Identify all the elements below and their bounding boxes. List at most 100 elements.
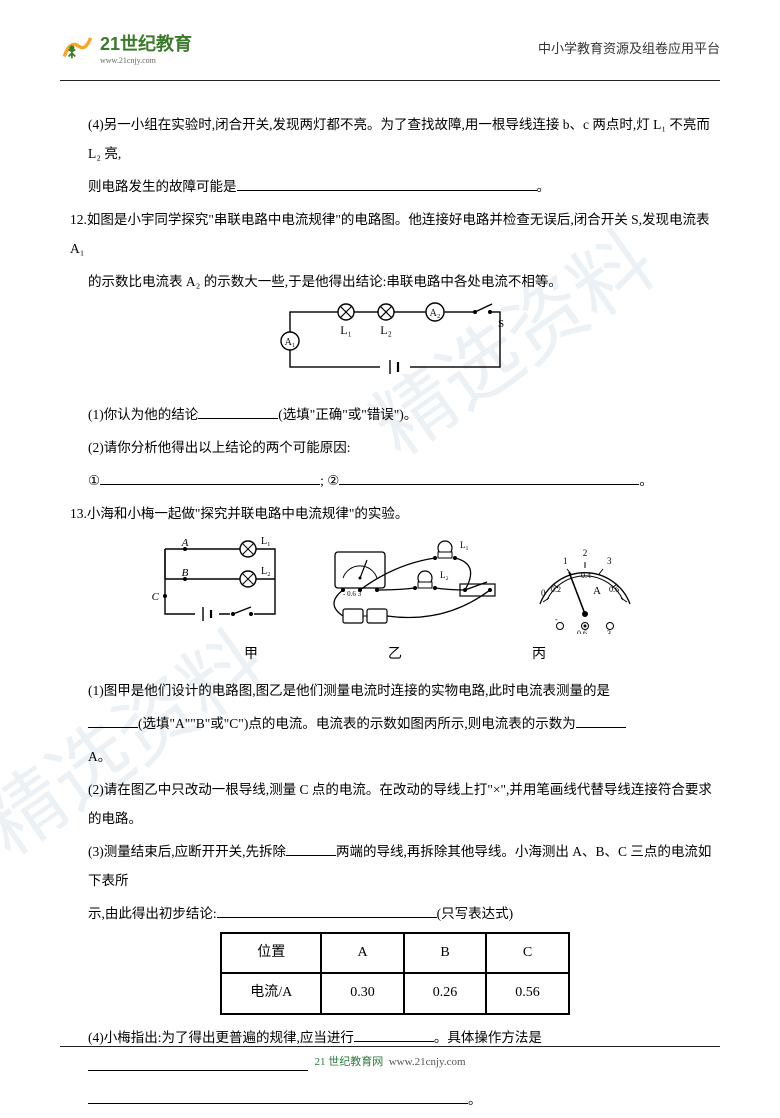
- circuit-series-icon: A₂ S A₁ L₁ L₂: [280, 302, 510, 382]
- q12: 12.如图是小宇同学探究"串联电路中电流规律"的电路图。他连接好电路并检查无误后…: [70, 205, 720, 263]
- td-label: 电流/A: [221, 973, 321, 1013]
- q13-3: (3)测量结束后,应断开开关,先拆除两端的导线,再拆除其他导线。小海测出 A、B…: [70, 837, 720, 895]
- page-header: 21世纪教育 www.21cnjy.com 中小学教育资源及组卷应用平台: [60, 30, 720, 65]
- q11-4-text: (4)另一小组在实验时,闭合开关,发现两灯都不亮。为了查找故障,用一根导线连接 …: [88, 117, 710, 161]
- ammeter-dial-icon: 0 1 2 3 0.2 0.4 0.6 A - 0.6 3: [525, 534, 645, 634]
- blank: [217, 905, 437, 919]
- blank: [354, 1028, 434, 1042]
- svg-text:2: 2: [583, 548, 588, 558]
- q12-2-1: ①: [88, 473, 100, 488]
- q13-1b: (选填"A""B"或"C")点的电流。电流表的示数如图丙所示,则电流表的示数为: [70, 709, 720, 738]
- q13-2: (2)请在图乙中只改动一根导线,测量 C 点的电流。在改动的导线上打"×",并用…: [70, 775, 720, 833]
- q11-4b-text: 则电路发生的故障可能是: [88, 179, 237, 194]
- blank: [237, 178, 537, 192]
- blank: [576, 715, 626, 729]
- svg-text:0.4: 0.4: [581, 571, 591, 580]
- logo-sub: www.21cnjy.com: [100, 56, 192, 65]
- label-bing: 丙: [532, 640, 546, 670]
- logo: 21世纪教育 www.21cnjy.com: [60, 30, 192, 65]
- svg-text:-: -: [555, 615, 558, 624]
- q13-3a-text: (3)测量结束后,应断开开关,先拆除: [88, 844, 286, 859]
- figure-q13: A B C L₁ L₂: [70, 534, 720, 634]
- q13-2-text: (2)请在图乙中只改动一根导线,测量 C 点的电流。在改动的导线上打"×",并用…: [88, 782, 712, 826]
- svg-text:A: A: [593, 585, 601, 597]
- svg-text:3: 3: [607, 556, 612, 566]
- svg-text:B: B: [182, 567, 189, 579]
- th-pos: 位置: [221, 933, 321, 973]
- header-rule: [60, 80, 720, 81]
- q12-2-3: 。: [639, 473, 653, 488]
- q12-2-blanks: ① ; ② 。: [70, 466, 720, 495]
- svg-text:L₁: L₁: [340, 323, 352, 337]
- q12-2: (2)请你分析他得出以上结论的两个可能原因:: [70, 433, 720, 462]
- footer-url: www.21cnjy.com: [389, 1056, 466, 1068]
- td-b: 0.26: [404, 973, 487, 1013]
- label-yi: 乙: [388, 640, 402, 670]
- q12-stem: 12.如图是小宇同学探究"串联电路中电流规律"的电路图。他连接好电路并检查无误后…: [70, 212, 710, 256]
- svg-text:0.6: 0.6: [577, 629, 587, 634]
- q13-4a-text: (4)小梅指出:为了得出更普遍的规律,应当进行: [88, 1030, 354, 1045]
- page-footer: 21 世纪教育网 www.21cnjy.com: [0, 1053, 780, 1069]
- q13-3c: 示,由此得出初步结论: (只写表达式): [70, 899, 720, 928]
- blank: [286, 843, 336, 857]
- q11-4: (4)另一小组在实验时,闭合开关,发现两灯都不亮。为了查找故障,用一根导线连接 …: [70, 110, 720, 168]
- svg-text:1: 1: [563, 556, 568, 566]
- blank: [88, 715, 138, 729]
- logo-text: 21世纪教育 www.21cnjy.com: [100, 30, 192, 65]
- q12-2-2: ; ②: [320, 473, 339, 488]
- td-a: 0.30: [321, 973, 404, 1013]
- svg-text:L₂: L₂: [440, 570, 449, 580]
- svg-text:0.6: 0.6: [609, 585, 619, 594]
- q12-stem2: 的示数比电流表 A₂ 的示数大一些,于是他得出结论:串联电路中各处电流不相等。: [88, 274, 562, 289]
- svg-text:0.2: 0.2: [551, 585, 561, 594]
- q12-1b-text: (选填"正确"或"错误")。: [278, 407, 417, 422]
- q13-4c-text: 。: [468, 1092, 482, 1107]
- svg-text:C: C: [152, 591, 160, 603]
- header-tagline: 中小学教育资源及组卷应用平台: [538, 38, 720, 57]
- content: (4)另一小组在实验时,闭合开关,发现两灯都不亮。为了查找故障,用一根导线连接 …: [70, 110, 720, 1118]
- svg-text:L₂: L₂: [380, 323, 392, 337]
- q13-4: (4)小梅指出:为了得出更普遍的规律,应当进行 。具体操作方法是: [70, 1023, 720, 1081]
- svg-text:0: 0: [541, 588, 546, 598]
- circuit-wiring-icon: - 0.6 3 L₁ L₂: [315, 534, 505, 634]
- label-jia: 甲: [244, 640, 258, 670]
- q13-1a: (1)图甲是他们设计的电路图,图乙是他们测量电流时连接的实物电路,此时电流表测量…: [70, 676, 720, 705]
- q11-4b: 则电路发生的故障可能是。: [70, 172, 720, 201]
- q13-1a-text: (1)图甲是他们设计的电路图,图乙是他们测量电流时连接的实物电路,此时电流表测量…: [88, 683, 610, 698]
- q12-1: (1)你认为他的结论 (选填"正确"或"错误")。: [70, 400, 720, 429]
- q13-1c: A。: [70, 742, 720, 771]
- svg-text:3: 3: [607, 629, 611, 634]
- svg-text:A₂: A₂: [430, 308, 441, 319]
- q13-1c-text: A。: [88, 749, 111, 764]
- figure-q12: A₂ S A₁ L₁ L₂: [70, 302, 720, 392]
- table-row: 位置 A B C: [221, 933, 569, 973]
- td-c: 0.56: [486, 973, 569, 1013]
- circuit-parallel-diagram-icon: A B C L₁ L₂: [145, 534, 295, 634]
- th-a: A: [321, 933, 404, 973]
- svg-text:L₂: L₂: [261, 566, 271, 577]
- svg-text:A₁: A₁: [285, 337, 296, 348]
- footer-rule: [60, 1046, 720, 1047]
- blank: [198, 406, 278, 420]
- q12-1-text: (1)你认为他的结论: [88, 407, 198, 422]
- q13-4c: 。: [70, 1085, 720, 1114]
- svg-text:A: A: [181, 537, 189, 549]
- svg-text:S: S: [498, 318, 504, 330]
- blank: [100, 472, 320, 486]
- blank: [88, 1090, 468, 1104]
- logo-icon: [60, 31, 94, 65]
- q13-4b-text: 。具体操作方法是: [434, 1030, 542, 1045]
- blank: [339, 472, 639, 486]
- figure-q13-labels: 甲 乙 丙: [70, 640, 720, 670]
- th-b: B: [404, 933, 487, 973]
- footer-brand: 21 世纪教育网: [314, 1056, 383, 1068]
- q13-3d-text: (只写表达式): [437, 906, 514, 921]
- table-row: 电流/A 0.30 0.26 0.56: [221, 973, 569, 1013]
- data-table: 位置 A B C 电流/A 0.30 0.26 0.56: [220, 932, 570, 1014]
- th-c: C: [486, 933, 569, 973]
- q13-stem: 13.小海和小梅一起做"探究并联电路中电流规律"的实验。: [70, 506, 408, 521]
- q13-3c-text: 示,由此得出初步结论:: [88, 906, 217, 921]
- svg-text:L₁: L₁: [460, 540, 469, 550]
- svg-text:L₁: L₁: [261, 536, 271, 547]
- logo-main: 21世纪教育: [100, 30, 192, 56]
